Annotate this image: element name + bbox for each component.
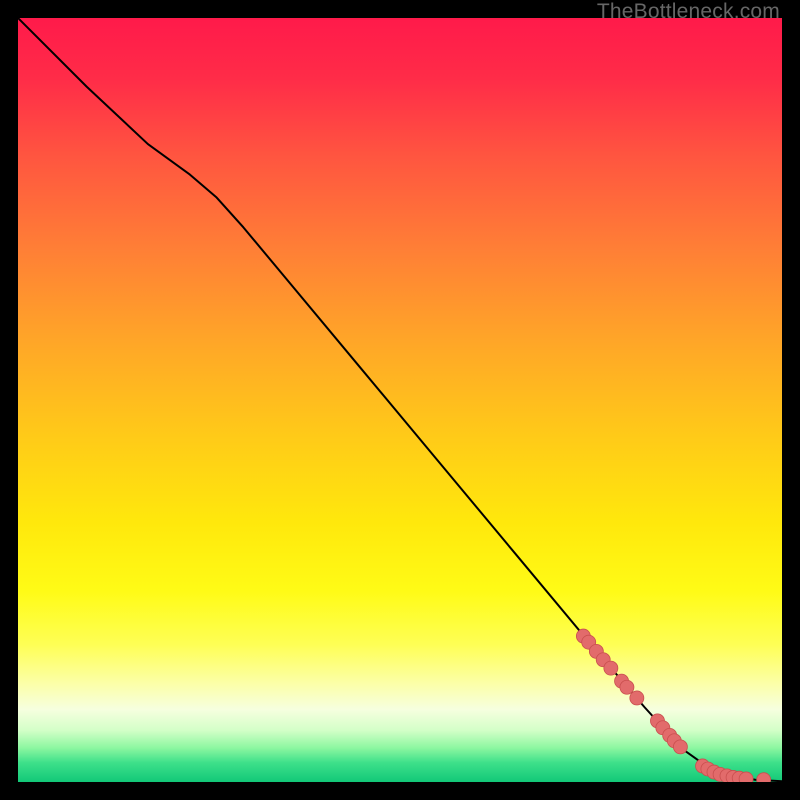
watermark-text: TheBottleneck.com: [597, 0, 780, 24]
data-marker: [630, 691, 644, 705]
data-marker: [604, 661, 618, 675]
data-marker: [739, 772, 753, 782]
gradient-background: [18, 18, 782, 782]
chart-outer-frame: TheBottleneck.com: [0, 0, 800, 800]
data-marker: [620, 680, 634, 694]
chart-plot-svg: [18, 18, 782, 782]
data-marker: [673, 740, 687, 754]
